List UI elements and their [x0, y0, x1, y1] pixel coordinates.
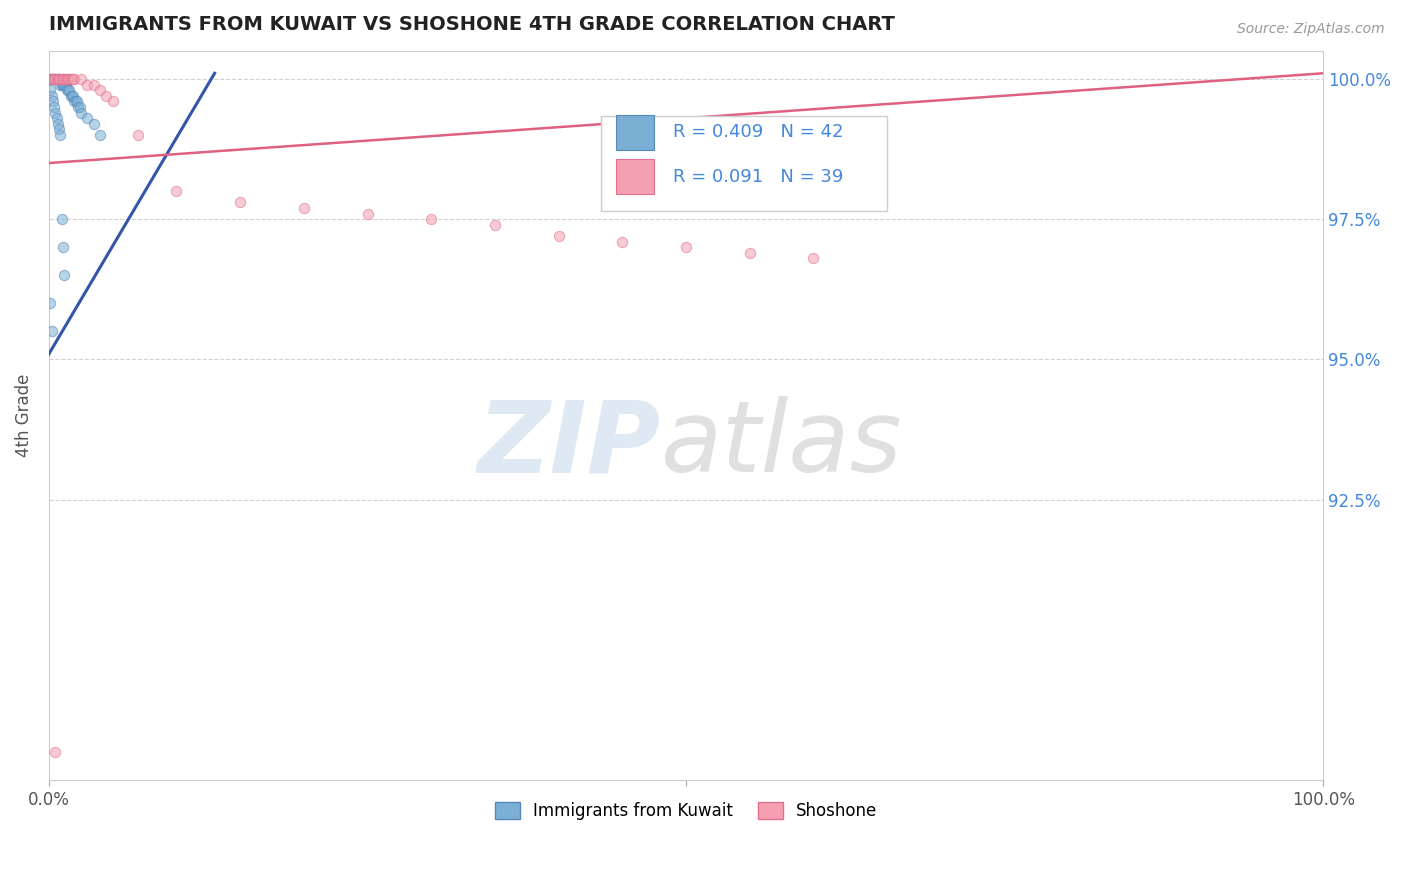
Point: [420, 212, 443, 227]
Text: ZIP: ZIP: [478, 396, 661, 493]
Point: [53, 71, 76, 86]
Point: [229, 195, 252, 210]
Point: [39, 71, 62, 86]
Point: [52, 71, 75, 86]
Point: [48, 71, 70, 86]
Y-axis label: 4th Grade: 4th Grade: [15, 374, 32, 458]
Legend: Immigrants from Kuwait, Shoshone: Immigrants from Kuwait, Shoshone: [488, 795, 884, 827]
Point: [52, 78, 75, 92]
Point: [49, 71, 72, 86]
Point: [46, 71, 69, 86]
Point: [44, 105, 66, 120]
Point: [89, 128, 111, 142]
Point: [52, 240, 75, 254]
FancyBboxPatch shape: [616, 160, 654, 194]
Point: [60, 71, 83, 86]
Point: [45, 111, 67, 125]
Point: [56, 83, 79, 97]
Point: [96, 88, 118, 103]
Point: [69, 105, 91, 120]
Point: [83, 117, 105, 131]
Point: [48, 122, 70, 136]
Point: [44, 71, 66, 86]
Point: [484, 218, 506, 232]
Point: [62, 71, 84, 86]
Point: [59, 71, 82, 86]
Point: [45, 71, 67, 86]
Point: [60, 88, 83, 103]
Point: [49, 78, 72, 92]
Point: [738, 245, 761, 260]
Point: [53, 78, 76, 92]
Point: [56, 83, 79, 97]
Point: [39, 83, 62, 97]
Text: R = 0.091   N = 39: R = 0.091 N = 39: [673, 168, 844, 186]
Point: [62, 88, 84, 103]
Point: [42, 100, 65, 114]
Point: [56, 71, 79, 86]
Point: [356, 206, 378, 220]
FancyBboxPatch shape: [616, 115, 654, 150]
Point: [39, 71, 62, 86]
Point: [65, 95, 87, 109]
Point: [55, 78, 77, 92]
Point: [44, 745, 66, 759]
Point: [55, 71, 77, 86]
Point: [41, 325, 63, 339]
Point: [165, 184, 187, 198]
Point: [49, 128, 72, 142]
Point: [127, 128, 149, 142]
Point: [56, 71, 79, 86]
Point: [41, 71, 63, 86]
Point: [41, 88, 63, 103]
Point: [69, 71, 91, 86]
Point: [51, 78, 73, 92]
Point: [51, 71, 73, 86]
Point: [69, 100, 91, 114]
Point: [547, 229, 569, 244]
Point: [42, 71, 65, 86]
Point: [101, 95, 124, 109]
Point: [83, 78, 105, 92]
Point: [58, 71, 80, 86]
Point: [46, 117, 69, 131]
Point: [612, 235, 634, 249]
Text: R = 0.409   N = 42: R = 0.409 N = 42: [673, 123, 844, 141]
Point: [89, 83, 111, 97]
Point: [48, 71, 70, 86]
Point: [41, 71, 63, 86]
FancyBboxPatch shape: [600, 117, 887, 211]
Point: [63, 71, 86, 86]
Point: [803, 252, 825, 266]
Point: [53, 268, 76, 283]
Text: atlas: atlas: [661, 396, 903, 493]
Point: [63, 95, 86, 109]
Point: [51, 212, 73, 227]
Point: [42, 95, 65, 109]
Point: [76, 78, 98, 92]
Point: [46, 71, 69, 86]
Point: [42, 71, 65, 86]
Point: [76, 111, 98, 125]
Point: [45, 71, 67, 86]
Point: [675, 240, 697, 254]
Point: [67, 100, 90, 114]
Point: [59, 88, 82, 103]
Point: [44, 71, 66, 86]
Point: [292, 201, 315, 215]
Point: [66, 95, 89, 109]
Text: IMMIGRANTS FROM KUWAIT VS SHOSHONE 4TH GRADE CORRELATION CHART: IMMIGRANTS FROM KUWAIT VS SHOSHONE 4TH G…: [49, 15, 894, 34]
Point: [42, 71, 65, 86]
Point: [39, 296, 62, 310]
Text: Source: ZipAtlas.com: Source: ZipAtlas.com: [1237, 22, 1385, 37]
Point: [58, 83, 80, 97]
Point: [42, 71, 65, 86]
